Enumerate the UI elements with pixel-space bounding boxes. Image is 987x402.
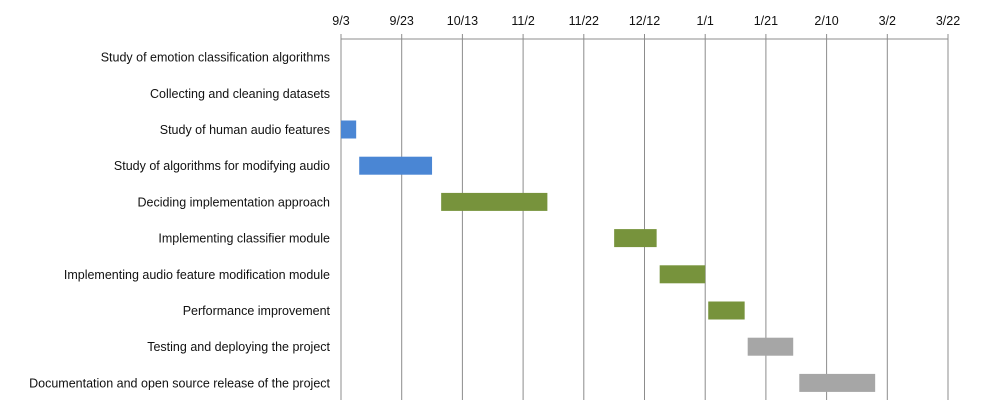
task-bar — [708, 301, 745, 320]
task-bar — [359, 156, 433, 175]
task-labels: Study of emotion classification algorith… — [29, 51, 330, 391]
x-tick-label: 2/10 — [814, 14, 838, 28]
x-tick-label: 3/2 — [879, 14, 896, 28]
x-tick-label: 3/22 — [936, 14, 960, 28]
x-tick-label: 11/22 — [569, 14, 599, 28]
task-bar — [614, 229, 657, 248]
task-bars — [341, 120, 876, 392]
task-bar — [341, 120, 357, 139]
grid-layer — [340, 34, 949, 400]
x-tick-label: 9/23 — [390, 14, 414, 28]
task-label: Study of human audio features — [160, 123, 330, 137]
task-label: Implementing audio feature modification … — [64, 268, 330, 282]
task-label: Implementing classifier module — [158, 232, 330, 246]
x-tick-label: 11/2 — [511, 14, 534, 28]
task-bar — [799, 373, 876, 392]
task-bar — [659, 265, 706, 284]
task-label: Documentation and open source release of… — [29, 376, 330, 390]
task-label: Collecting and cleaning datasets — [150, 87, 330, 101]
task-bar — [441, 192, 548, 211]
task-label: Performance improvement — [183, 304, 331, 318]
task-label: Study of emotion classification algorith… — [101, 51, 330, 65]
x-tick-label: 10/13 — [447, 14, 478, 28]
x-tick-label: 9/3 — [332, 14, 349, 28]
task-bar — [747, 337, 794, 356]
x-tick-label: 12/12 — [629, 14, 660, 28]
task-label: Testing and deploying the project — [147, 340, 330, 354]
x-tick-label: 1/21 — [754, 14, 778, 28]
task-label: Deciding implementation approach — [138, 195, 331, 209]
task-label: Study of algorithms for modifying audio — [114, 159, 330, 173]
x-tick-label: 1/1 — [697, 14, 714, 28]
x-axis-ticks: 9/3 9/23 10/13 11/2 11/22 12/12 1/1 1/21 2/10 3/2… — [332, 14, 960, 28]
